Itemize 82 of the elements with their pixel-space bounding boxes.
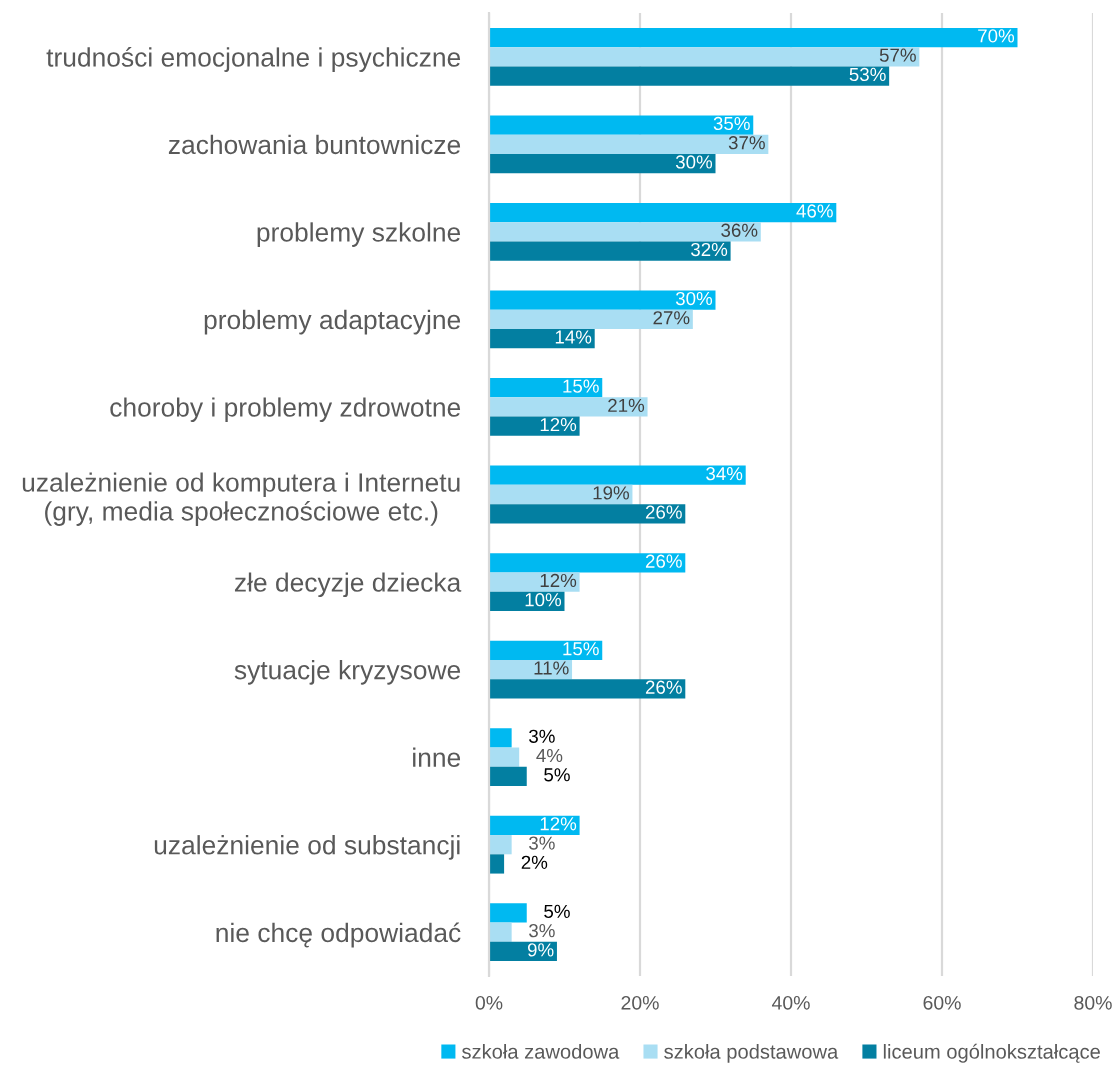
bar [489,222,761,242]
legend-label: szkoła podstawowa [664,1044,839,1063]
x-tick-label: 80% [1074,995,1112,1010]
bar [489,134,769,154]
bar [489,202,837,223]
bar [489,640,603,660]
data-label: 35% [713,116,750,131]
data-label: 26% [645,680,682,694]
x-tick-label: 40% [771,995,810,1010]
bar [489,397,648,417]
data-label: 15% [563,379,599,393]
data-label: 5% [544,768,570,782]
data-label: 30% [675,155,713,169]
data-label: 12% [540,817,577,831]
bar [489,747,520,767]
bar [489,329,595,349]
y-tick-label: problemy adaptacyjne [204,309,461,335]
data-label: 3% [529,923,555,938]
y-tick-label: złe decyzje dziecka [234,572,462,598]
bar [489,153,716,174]
bar [489,854,505,874]
y-tick-label: nie chcę odpowiadać [216,922,461,948]
data-label: 14% [555,330,592,344]
data-label: 21% [608,398,645,412]
bar [489,572,580,592]
data-label: 27% [653,311,690,325]
bar [489,416,580,436]
data-label: 12% [540,573,577,588]
legend-label: szkoła zawodowa [462,1044,620,1059]
x-tick-label: 20% [621,995,659,1010]
data-label: 5% [544,904,570,918]
bar [489,378,603,398]
data-label: 36% [721,223,758,237]
data-label: 4% [536,748,563,763]
legend-label: liceum ogólnokształcące [883,1043,1100,1063]
data-label: 19% [593,486,630,500]
y-tick-label: uzależnienie od komputera i Internetu (gry, media społecznościowe etc.) [22,472,460,526]
bar [489,484,633,505]
y-tick-label: sytuacje kryzysowe [234,660,461,685]
bar [489,922,512,942]
bar [489,553,686,573]
bar [489,835,512,855]
data-label: 2% [521,855,548,869]
bar [489,27,1018,48]
data-label: 57% [879,48,916,62]
data-label: 10% [525,593,562,607]
bar [489,66,890,86]
bar [489,504,686,524]
bar [489,465,746,485]
x-tick-label: 60% [923,995,961,1010]
data-label: 3% [529,836,555,850]
data-label: 26% [645,505,682,519]
bar [489,766,527,787]
y-tick-label: inne [413,747,461,767]
x-tick-label: 0% [475,995,503,1010]
data-label: 11% [534,661,569,675]
data-label: 46% [796,204,833,218]
y-tick-label: problemy szkolne [257,222,461,247]
bar [489,679,686,699]
bar [489,290,716,310]
data-label: 30% [675,291,713,306]
bar [489,903,527,923]
y-tick-label: trudności emocjonalne i psychiczne [46,47,461,72]
y-tick-label: zachowania buntownicze [168,134,461,155]
data-label: 9% [527,943,554,957]
data-label: 3% [529,729,555,743]
bar [489,241,731,261]
data-label: 26% [645,554,682,568]
bar [489,47,920,67]
data-label: 32% [691,242,728,257]
data-label: 37% [728,136,765,150]
data-label: 15% [563,642,599,656]
y-tick-label: uzależnienie od substancji [154,835,460,860]
y-tick-label: choroby i problemy zdrowotne [110,397,461,422]
data-label: 53% [849,67,886,82]
bar [489,309,693,330]
data-label: 70% [978,29,1015,43]
bar [489,115,754,135]
data-label: 34% [706,467,743,481]
bar [489,815,580,836]
data-label: 12% [540,417,577,432]
bar [489,728,512,748]
